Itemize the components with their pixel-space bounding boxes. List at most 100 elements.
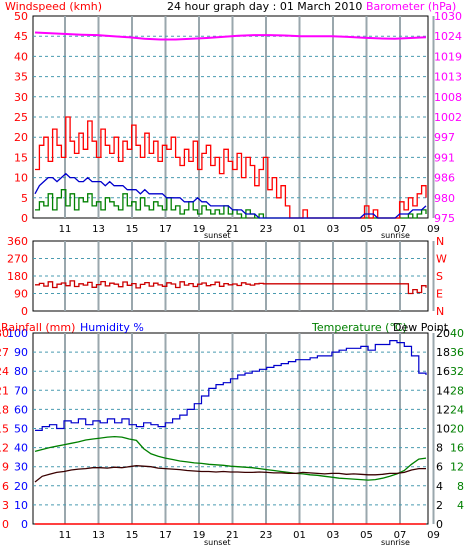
temperature-series	[34, 435, 427, 481]
right-y-tick: 0	[436, 518, 443, 531]
x-tick-label: 19	[193, 224, 206, 235]
x-tick-label: 23	[260, 224, 273, 235]
sunrise-label-top: sunrise	[381, 231, 410, 240]
baro-y-tick: 991	[434, 151, 455, 164]
windspeed-axis-title: Windspeed (kmh)	[5, 0, 102, 13]
x-tick-label: 07	[394, 224, 407, 235]
baro-y-tick: 1030	[434, 10, 462, 23]
right-y-tick: 16	[436, 365, 450, 378]
humidity-y-tick: 90	[14, 346, 28, 359]
compass-tick: N	[436, 235, 444, 248]
baro-y-tick: 997	[434, 131, 455, 144]
compass-tick: E	[436, 288, 443, 301]
x-tick-label: 11	[59, 224, 72, 235]
sunrise-label-bottom: sunrise	[381, 538, 410, 547]
temp-y-tick: 36	[450, 346, 464, 359]
baro-y-tick: 980	[434, 192, 455, 205]
humidity-y-tick: 60	[14, 403, 28, 416]
x-tick-label: 01	[293, 224, 306, 235]
x-tick-label: 19	[193, 530, 206, 541]
x-tick-label: 09	[427, 530, 440, 541]
x-tick-label: 05	[360, 224, 373, 235]
compass-tick: S	[436, 270, 443, 283]
direction-y-tick: 360	[7, 235, 28, 248]
wind-y-tick: 20	[14, 131, 28, 144]
pressure-series	[34, 31, 427, 41]
temp-y-tick: 20	[450, 423, 464, 436]
right-y-tick: 4	[436, 480, 443, 493]
humidity-y-tick: 20	[14, 480, 28, 493]
right-y-tick: 10	[436, 423, 450, 436]
right-y-tick: 18	[436, 346, 450, 359]
x-tick-label: 21	[226, 224, 239, 235]
humidity-series	[35, 340, 427, 431]
x-tick-label: 01	[293, 530, 306, 541]
temp-y-tick: 12	[450, 461, 464, 474]
humidity-y-tick: 50	[14, 423, 28, 436]
rain-y-tick: 21	[0, 384, 9, 397]
dew-point-series	[34, 465, 426, 483]
rain-y-tick: 3	[2, 499, 9, 512]
rainfall-axis-title: Rainfall (mm)	[1, 321, 75, 334]
direction-series	[35, 280, 427, 295]
baro-y-tick: 1002	[434, 111, 462, 124]
right-y-tick: 12	[436, 403, 450, 416]
direction-y-tick: 90	[14, 288, 28, 301]
temp-panel-frame	[32, 332, 429, 525]
x-tick-label: 13	[92, 224, 105, 235]
humidity-y-tick: 0	[21, 518, 28, 531]
baro-y-tick: 1008	[434, 91, 462, 104]
dew-point-axis-title: Dew Point	[393, 321, 449, 334]
temp-y-tick: 4	[457, 499, 464, 512]
temp-y-tick: 8	[457, 480, 464, 493]
compass-tick: N	[436, 305, 444, 318]
wind-y-tick: 30	[14, 91, 28, 104]
graph-title: 24 hour graph day : 01 March 2010	[167, 0, 362, 13]
rain-y-tick: 18	[0, 403, 9, 416]
x-tick-label: 17	[159, 530, 172, 541]
humidity-y-tick: 80	[14, 365, 28, 378]
temperature-axis-title: Temperature (°C)	[311, 321, 407, 334]
wind-y-tick: 35	[14, 71, 28, 84]
wind-y-tick: 15	[14, 151, 28, 164]
temp-y-tick: 24	[450, 403, 464, 416]
direction-y-tick: 0	[21, 305, 28, 318]
right-y-tick: 2	[436, 499, 443, 512]
temp-y-tick: 40	[450, 327, 464, 340]
rain-y-tick: 15	[0, 423, 9, 436]
compass-tick: W	[436, 253, 447, 266]
x-tick-label: 23	[260, 530, 273, 541]
humidity-y-tick: 70	[14, 384, 28, 397]
right-y-tick: 14	[436, 384, 450, 397]
x-tick-label: 03	[327, 224, 340, 235]
wind-y-tick: 50	[14, 10, 28, 23]
wind-series	[34, 31, 427, 219]
right-y-tick: 6	[436, 461, 443, 474]
baro-y-tick: 1024	[434, 30, 462, 43]
x-tick-label: 15	[126, 530, 139, 541]
baro-y-tick: 1019	[434, 50, 462, 63]
right-y-tick: 8	[436, 442, 443, 455]
baro-y-tick: 986	[434, 172, 455, 185]
direction-y-tick: 180	[7, 270, 28, 283]
x-tick-label: 11	[59, 530, 72, 541]
x-tick-label: 09	[427, 224, 440, 235]
x-tick-label: 15	[126, 224, 139, 235]
x-tick-label: 21	[226, 530, 239, 541]
baro-y-tick: 1013	[434, 71, 462, 84]
x-tick-label: 05	[360, 530, 373, 541]
sunset-label-bottom: sunset	[204, 538, 231, 547]
temp-y-tick: 16	[450, 442, 464, 455]
direction-panel-frame	[32, 240, 429, 312]
wind-average-series	[34, 172, 427, 219]
right-y-tick: 20	[436, 327, 450, 340]
x-tick-label: 13	[92, 530, 105, 541]
wind-y-tick: 25	[14, 111, 28, 124]
sunset-label-top: sunset	[204, 231, 231, 240]
temperature-series	[34, 340, 427, 525]
x-tick-label: 17	[159, 224, 172, 235]
x-tick-label: 03	[327, 530, 340, 541]
temp-y-tick: 32	[450, 365, 464, 378]
wind-y-tick: 5	[21, 192, 28, 205]
temp-y-tick: 28	[450, 384, 464, 397]
